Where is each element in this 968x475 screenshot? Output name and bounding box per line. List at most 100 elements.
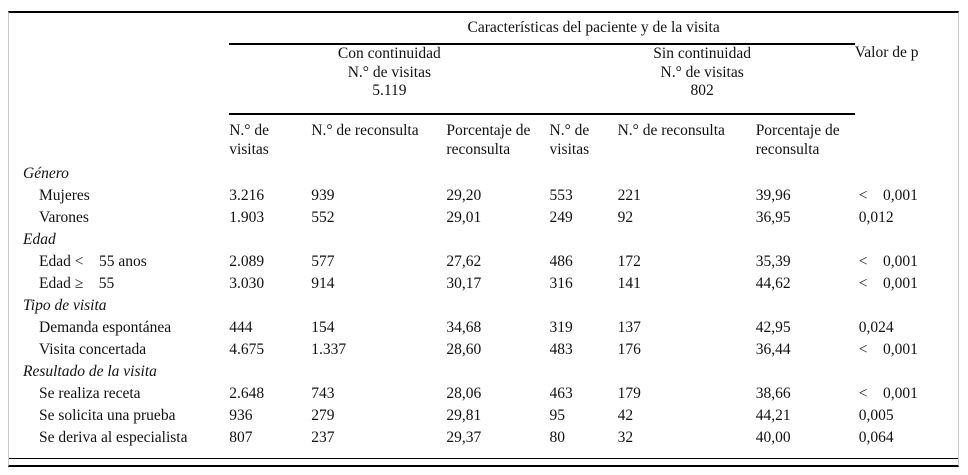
row-label: Se realiza receta	[39, 385, 141, 402]
cell-visitas-sin: 316	[549, 275, 573, 292]
cell-visitas-con: 936	[229, 407, 253, 424]
cell-porcentaje-con: 27,62	[446, 253, 482, 270]
patient-visit-characteristics-table: Características del paciente y de la vis…	[9, 13, 958, 449]
column-header-porcentaje-sin: Porcentaje de reconsulta	[755, 113, 855, 163]
row-label: Varones	[39, 209, 89, 226]
cell-porcentaje-con: 34,68	[446, 319, 482, 336]
cell-reconsulta-con: 552	[311, 209, 335, 226]
cell-visitas-con: 2.089	[229, 253, 265, 270]
cell-visitas-con: 807	[229, 429, 253, 446]
table-row-se-solicita-una-prueba: Se solicita una prueba 936 279 29,81 95 …	[9, 405, 958, 427]
row-label: Demanda espontánea	[39, 319, 172, 336]
column-header-row: N.° de visitas N.° de reconsulta Porcent…	[9, 113, 958, 163]
cell-visitas-con: 4.675	[229, 341, 265, 358]
cell-reconsulta-sin: 92	[617, 209, 634, 226]
cell-porcentaje-con: 28,06	[446, 385, 482, 402]
cell-porcentaje-con: 30,17	[446, 275, 482, 292]
group-con-name: Con continuidad	[337, 45, 441, 62]
column-header-visitas-con: N.° de visitas	[229, 113, 312, 163]
cell-porcentaje-con: 29,20	[446, 187, 482, 204]
spacer-cell	[9, 44, 229, 114]
cell-reconsulta-sin: 221	[617, 187, 641, 204]
spacer-cell	[9, 114, 229, 163]
group-header-sin-continuidad: Sin continuidad N.° de visitas 802	[549, 43, 855, 114]
cell-porcentaje-con: 28,60	[446, 341, 482, 358]
cell-porcentaje-sin: 39,96	[755, 187, 791, 204]
cell-visitas-sin: 80	[549, 429, 566, 446]
cell-porcentaje-sin: 40,00	[755, 429, 791, 446]
stat-table-sheet: Características del paciente y de la vis…	[8, 11, 959, 467]
cell-visitas-con: 3.216	[229, 187, 265, 204]
cell-porcentaje-con: 29,37	[446, 429, 482, 446]
column-header-reconsulta-con: N.° de reconsulta	[311, 113, 447, 163]
table-row-demanda-espontanea: Demanda espontánea 444 154 34,68 319 137…	[9, 317, 958, 339]
cell-visitas-sin: 249	[549, 209, 573, 226]
section-label: Género	[23, 165, 69, 182]
section-label: Edad	[23, 231, 56, 248]
group-sin-sub: N.° de visitas	[660, 63, 744, 81]
cell-visitas-con: 2.648	[229, 385, 265, 402]
cell-p-value: < 0,001	[858, 187, 918, 204]
section-row-genero: Género	[9, 163, 958, 185]
cell-visitas-sin: 483	[549, 341, 573, 358]
cell-porcentaje-sin: 38,66	[755, 385, 791, 402]
table-row-se-realiza-receta: Se realiza receta 2.648 743 28,06 463 17…	[9, 383, 958, 405]
cell-p-value: 0,005	[858, 407, 894, 424]
cell-reconsulta-sin: 137	[617, 319, 641, 336]
cell-visitas-con: 444	[229, 319, 253, 336]
cell-reconsulta-sin: 32	[617, 429, 634, 446]
p-value-header: Valor de p	[854, 44, 919, 61]
group-con-count: 5.119	[372, 82, 407, 99]
bottom-thin-rule	[9, 458, 958, 459]
cell-porcentaje-sin: 44,62	[755, 275, 791, 292]
cell-reconsulta-sin: 141	[617, 275, 641, 292]
cell-p-value: < 0,001	[858, 385, 918, 402]
table-row-edad-mayor-igual-55: Edad ≥ 55 3.030 914 30,17 316 141 44,62 …	[9, 273, 958, 295]
cell-visitas-con: 3.030	[229, 275, 265, 292]
cell-reconsulta-con: 154	[311, 319, 335, 336]
column-header-porcentaje-con: Porcentaje de reconsulta	[446, 113, 550, 163]
cell-p-value: < 0,001	[858, 275, 918, 292]
table-row-se-deriva-al-especialista: Se deriva al especialista 807 237 29,37 …	[9, 427, 958, 449]
cell-reconsulta-sin: 172	[617, 253, 641, 270]
cell-p-value: 0,064	[858, 429, 894, 446]
cell-visitas-con: 1.903	[229, 209, 265, 226]
cell-p-value: 0,024	[858, 319, 894, 336]
cell-p-value: < 0,001	[858, 253, 918, 270]
table-title: Características del paciente y de la vis…	[467, 19, 720, 36]
group-header-con-continuidad: Con continuidad N.° de visitas 5.119	[229, 43, 550, 114]
cell-reconsulta-con: 577	[311, 253, 335, 270]
cell-reconsulta-con: 1.337	[311, 341, 347, 358]
table-row-mujeres: Mujeres 3.216 939 29,20 553 221 39,96 < …	[9, 185, 958, 207]
cell-reconsulta-con: 939	[311, 187, 335, 204]
cell-porcentaje-sin: 36,95	[755, 209, 791, 226]
row-label: Se solicita una prueba	[39, 407, 176, 424]
group-header-row: Con continuidad N.° de visitas 5.119 Sin…	[9, 43, 958, 114]
cell-p-value: 0,012	[858, 209, 894, 226]
row-label: Edad < 55 anos	[39, 253, 147, 270]
cell-reconsulta-con: 237	[311, 429, 335, 446]
cell-reconsulta-sin: 176	[617, 341, 641, 358]
cell-reconsulta-con: 914	[311, 275, 335, 292]
table-row-visita-concertada: Visita concertada 4.675 1.337 28,60 483 …	[9, 339, 958, 361]
cell-porcentaje-con: 29,81	[446, 407, 482, 424]
table-row-edad-menor-55: Edad < 55 anos 2.089 577 27,62 486 172 3…	[9, 251, 958, 273]
table-row-varones: Varones 1.903 552 29,01 249 92 36,95 0,0…	[9, 207, 958, 229]
cell-visitas-sin: 95	[549, 407, 566, 424]
cell-visitas-sin: 319	[549, 319, 573, 336]
cell-visitas-sin: 553	[549, 187, 573, 204]
group-con-sub: N.° de visitas	[347, 63, 431, 81]
row-label: Edad ≥ 55	[39, 275, 115, 292]
row-label: Mujeres	[39, 187, 90, 204]
cell-p-value: < 0,001	[858, 341, 918, 358]
cell-visitas-sin: 463	[549, 385, 573, 402]
group-sin-name: Sin continuidad	[653, 45, 751, 62]
section-row-resultado-de-la-visita: Resultado de la visita	[9, 361, 958, 383]
cell-reconsulta-con: 743	[311, 385, 335, 402]
group-sin-count: 802	[690, 82, 714, 99]
row-label: Visita concertada	[39, 341, 147, 358]
cell-reconsulta-sin: 179	[617, 385, 641, 402]
spacer-cell	[9, 13, 229, 44]
column-header-visitas-sin: N.° de visitas	[549, 113, 618, 163]
spacer-cell	[855, 114, 958, 163]
